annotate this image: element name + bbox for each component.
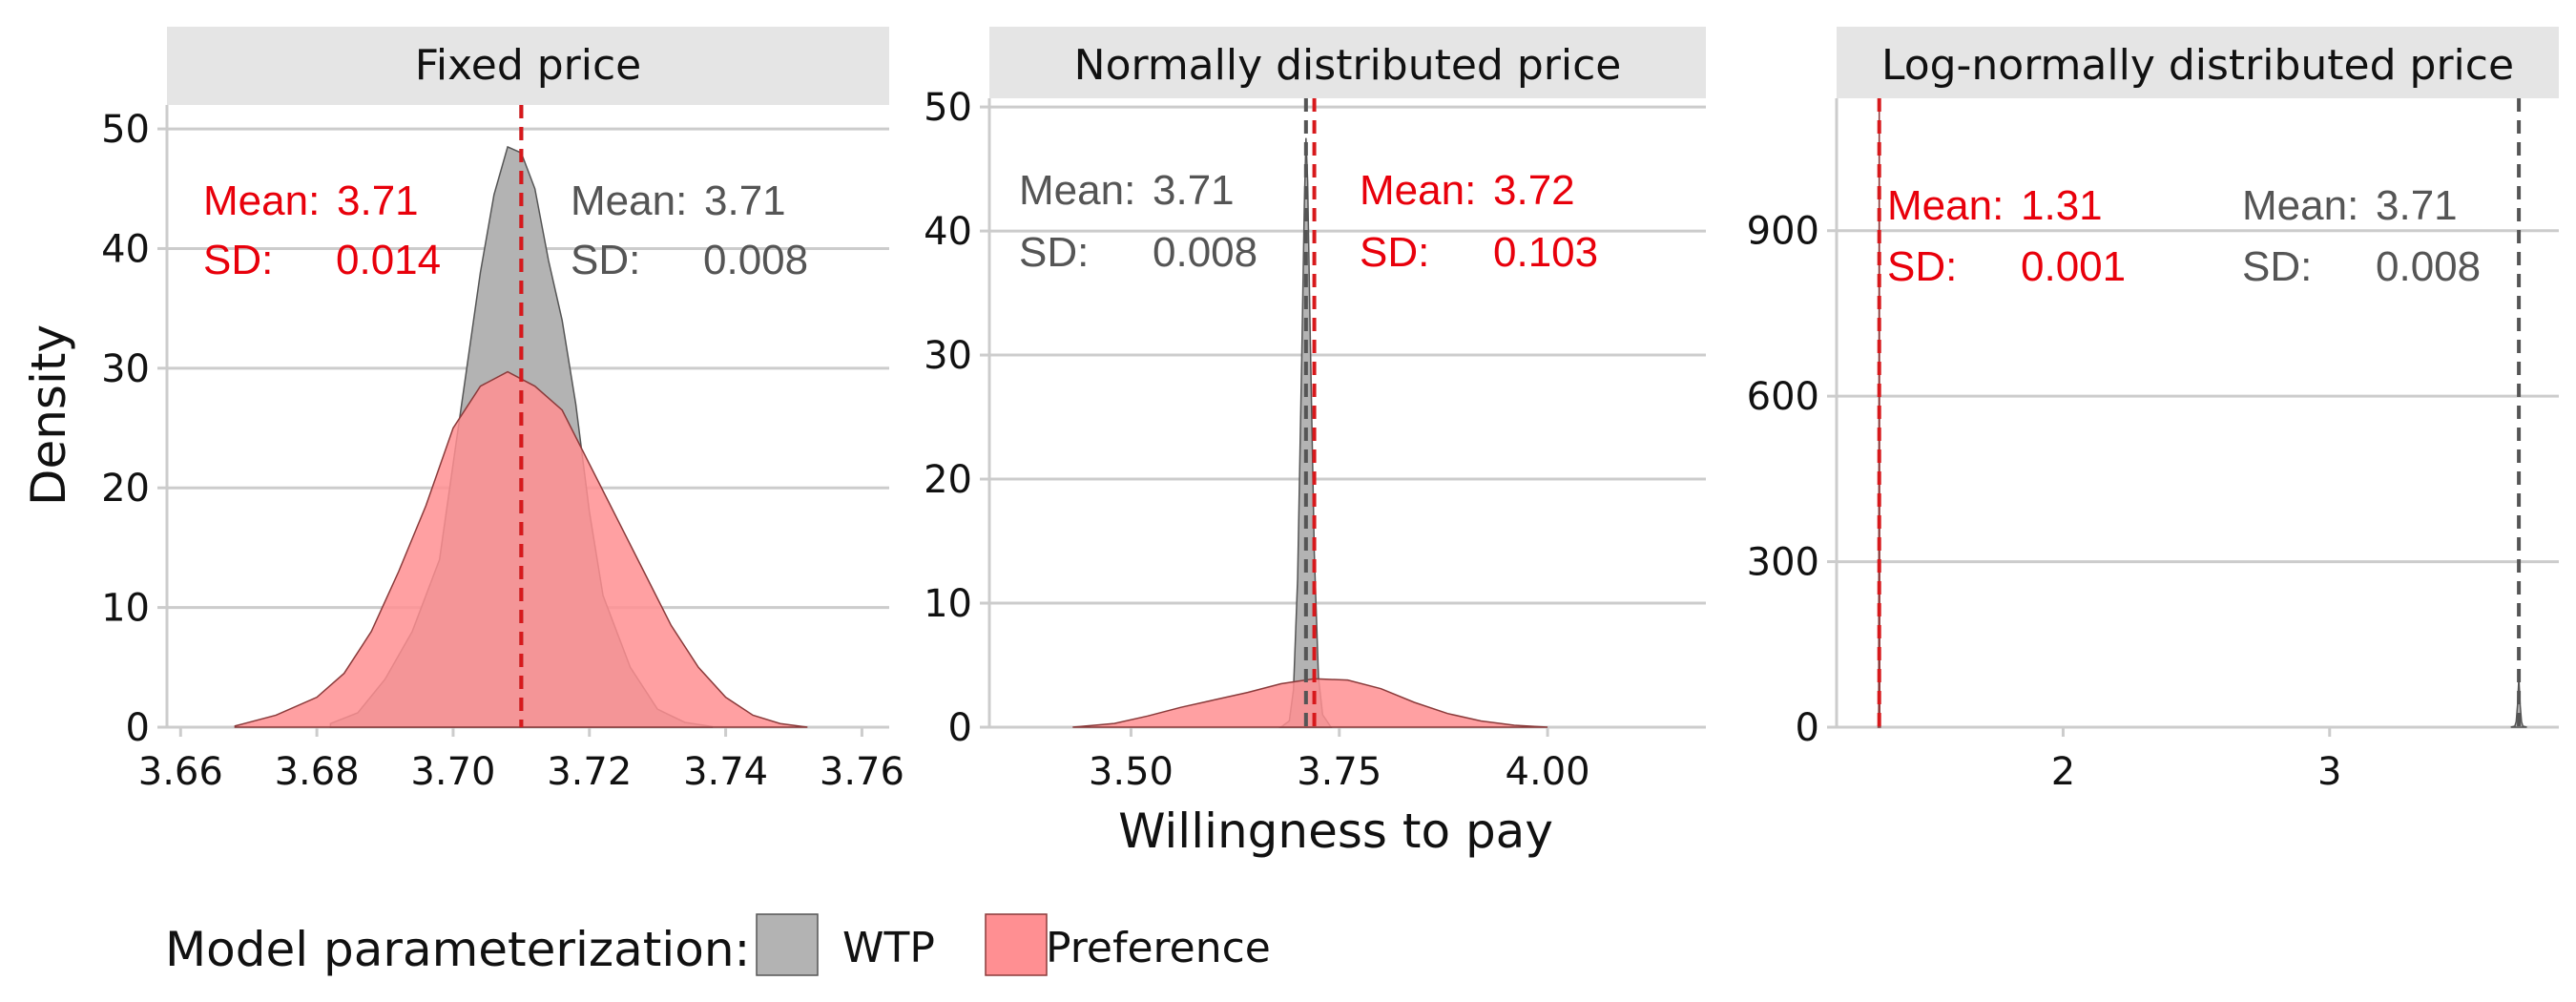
legend-label-preference: Preference	[1046, 924, 1271, 972]
y-tick-label: 0	[126, 706, 150, 750]
annotation-mean-value: 1.31	[2021, 182, 2103, 229]
annotation-sd-value: 0.103	[1493, 229, 1598, 276]
legend-key-wtp	[756, 913, 819, 976]
x-tick-label: 3.50	[1089, 750, 1174, 794]
x-axis-title: Willingness to pay	[1118, 804, 1553, 859]
y-tick-label: 50	[101, 108, 150, 152]
annotation-preference: Mean: 1.31 SD: 0.001	[1887, 182, 2126, 290]
density-area-preference	[1072, 678, 1548, 728]
x-tick-label: 3.68	[275, 750, 360, 794]
y-tick-label: 40	[924, 210, 972, 254]
y-tick-label: 900	[1747, 210, 1819, 254]
facet-strip	[167, 27, 889, 105]
annotation-sd-label: SD:	[1360, 229, 1429, 276]
x-tick-label: 3.76	[820, 750, 904, 794]
annotation-mean-label: Mean:	[1887, 182, 2004, 229]
annotation-sd-label: SD:	[203, 237, 273, 283]
facet-strip	[1837, 27, 2559, 98]
annotation-preference: Mean: 3.71 SD: 0.014	[203, 177, 441, 283]
legend-title: Model parameterization:	[165, 922, 750, 977]
y-tick-label: 0	[948, 706, 972, 750]
facet-strip-label: Log-normally distributed price	[1881, 41, 2514, 90]
y-tick-label: 20	[924, 458, 972, 502]
legend-label-wtp: WTP	[842, 924, 935, 972]
annotation-mean-label: Mean:	[1360, 167, 1476, 214]
x-tick-label: 2	[2051, 750, 2075, 794]
annotation-wtp: Mean: 3.71 SD: 0.008	[1019, 167, 1257, 276]
annotation-sd-label: SD:	[2242, 243, 2312, 290]
annotation-mean-value: 3.71	[1153, 167, 1235, 214]
facet-panel-2: Normally distributed price 0 10 20 30 40 50 3.5…	[924, 27, 1706, 794]
y-tick-label: 10	[924, 582, 972, 626]
y-tick-label: 30	[924, 334, 972, 378]
annotation-sd-value: 0.014	[336, 237, 441, 283]
facet-panel-1: Fixed price 0 10 20 30 40 50 3.66 3.68 3.70 3.72 3.…	[101, 27, 904, 794]
annotation-preference: Mean: 3.72 SD: 0.103	[1360, 167, 1598, 276]
x-tick-label: 3.70	[410, 750, 495, 794]
x-tick-label: 3.75	[1297, 750, 1381, 794]
x-tick-label: 3	[2317, 750, 2341, 794]
annotation-sd-value: 0.001	[2021, 243, 2126, 290]
x-tick-label: 3.74	[683, 750, 768, 794]
y-tick-label: 50	[924, 86, 972, 130]
y-tick-label: 30	[101, 347, 150, 391]
facet-panel-3: Log-normally distributed price 0 300 600 900…	[1747, 27, 2559, 794]
annotation-sd-value: 0.008	[1153, 229, 1257, 276]
annotation-sd-label: SD:	[1019, 229, 1089, 276]
y-tick-label: 10	[101, 587, 150, 631]
x-tick-label: 3.66	[138, 750, 223, 794]
annotation-sd-label: SD:	[571, 237, 640, 283]
annotation-wtp: Mean: 3.71 SD: 0.008	[2242, 182, 2481, 290]
annotation-mean-value: 3.71	[704, 177, 786, 224]
facet-strip-label: Normally distributed price	[1074, 41, 1622, 90]
annotation-mean-label: Mean:	[2242, 182, 2358, 229]
annotation-sd-value: 0.008	[703, 237, 808, 283]
annotation-mean-label: Mean:	[571, 177, 687, 224]
legend: Model parameterization: WTP Preference	[165, 913, 1271, 977]
y-axis-title: Density	[21, 324, 76, 506]
x-tick-label: 3.72	[547, 750, 632, 794]
y-tick-label: 40	[101, 227, 150, 271]
annotation-sd-label: SD:	[1887, 243, 1957, 290]
y-tick-label: 0	[1796, 706, 1819, 750]
annotation-mean-label: Mean:	[1019, 167, 1135, 214]
legend-key-preference	[985, 913, 1048, 976]
annotation-mean-value: 3.72	[1493, 167, 1575, 214]
y-tick-label: 300	[1747, 541, 1819, 585]
annotation-mean-value: 3.71	[2376, 182, 2458, 229]
annotation-wtp: Mean: 3.71 SD: 0.008	[571, 177, 808, 283]
annotation-sd-value: 0.008	[2376, 243, 2481, 290]
annotation-mean-value: 3.71	[337, 177, 419, 224]
annotation-mean-label: Mean:	[203, 177, 320, 224]
facet-strip	[989, 27, 1706, 98]
facet-strip-label: Fixed price	[415, 41, 642, 90]
y-tick-label: 600	[1747, 375, 1819, 419]
y-tick-label: 20	[101, 467, 150, 511]
x-tick-label: 4.00	[1506, 750, 1590, 794]
